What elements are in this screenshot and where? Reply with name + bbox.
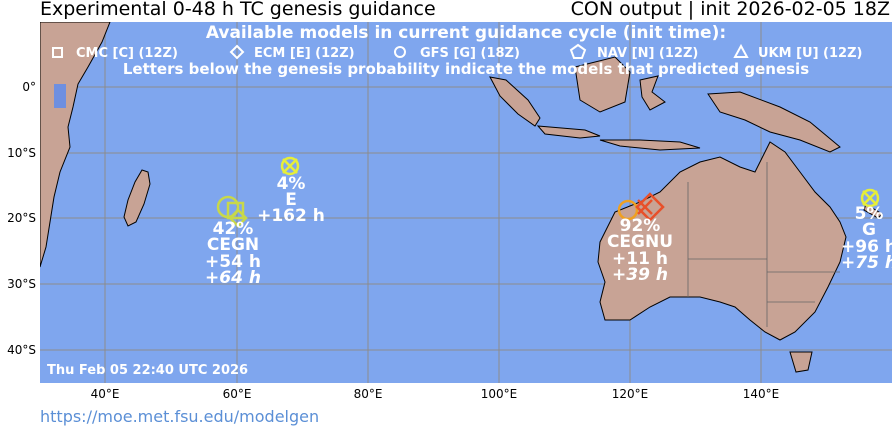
- pentagon-icon: [569, 43, 587, 59]
- legend-gfs: GFS [G] (18Z): [394, 46, 520, 61]
- system-1-markers: [280, 156, 300, 176]
- system-2-time-2: +64 h: [205, 268, 261, 288]
- system-4-markers: [860, 188, 880, 208]
- legend-cmc: CMC [C] (12Z): [52, 46, 178, 61]
- system-3-markers: [617, 192, 665, 222]
- legend-nav: NAV [N] (12Z): [569, 43, 698, 61]
- system-1-probability: 4%: [277, 174, 306, 194]
- australia-landmass: [597, 141, 847, 341]
- triangle-icon: [733, 43, 749, 58]
- map-timestamp: Thu Feb 05 22:40 UTC 2026: [47, 363, 248, 378]
- lon-tick-40e: 40°E: [90, 387, 120, 401]
- sulawesi: [639, 75, 666, 111]
- chart-title: Experimental 0-48 h TC genesis guidance: [40, 0, 436, 20]
- new-guinea: [707, 91, 841, 153]
- system-2-models: CEGN: [207, 235, 259, 255]
- lon-tick-100e: 100°E: [480, 387, 518, 401]
- new-caledonia: [863, 203, 883, 219]
- circle-icon: [394, 46, 406, 58]
- system-3-time-2: +39 h: [612, 265, 668, 285]
- lat-tick-40s: 40°S: [7, 343, 36, 357]
- lake-victoria: [54, 84, 66, 108]
- square-icon: [52, 47, 63, 58]
- source-url-link[interactable]: https://moe.met.fsu.edu/modelgen: [40, 407, 320, 426]
- init-time-label: CON output | init 2026-02-05 18Z: [570, 0, 890, 20]
- lon-tick-120e: 120°E: [611, 387, 649, 401]
- diamond-icon: [229, 44, 245, 60]
- legend-label-gfs: GFS [G] (18Z): [420, 46, 520, 61]
- lat-tick-10s: 10°S: [7, 146, 36, 160]
- legend-title: Available models in current guidance cyc…: [206, 23, 726, 43]
- system-4-time-2: +75 h: [841, 253, 892, 273]
- state-borders: [687, 162, 840, 327]
- system-2-time-1: +54 h: [205, 252, 261, 272]
- system-1-models: E: [285, 190, 297, 210]
- lon-tick-60e: 60°E: [222, 387, 252, 401]
- sumatra: [489, 76, 541, 127]
- system-3-probability: 92%: [620, 216, 661, 236]
- map-panel: Available models in current guidance cyc…: [40, 22, 892, 383]
- system-3-time-1: +11 h: [612, 249, 668, 269]
- legend-label-ukm: UKM [U] (12Z): [758, 46, 862, 61]
- legend-label-cmc: CMC [C] (12Z): [76, 46, 178, 61]
- lon-tick-140e: 140°E: [742, 387, 780, 401]
- lon-tick-80e: 80°E: [353, 387, 383, 401]
- borneo: [574, 56, 631, 113]
- lat-tick-0: 0°: [22, 80, 36, 94]
- system-2-markers: [216, 195, 248, 228]
- system-3-models: CEGNU: [607, 232, 673, 252]
- lat-tick-30s: 30°S: [7, 277, 36, 291]
- tasmania: [789, 351, 813, 373]
- legend-note: Letters below the genesis probability in…: [123, 60, 809, 78]
- madagascar: [123, 169, 151, 227]
- legend-label-ecm: ECM [E] (12Z): [254, 46, 355, 61]
- system-4-time-1: +96 h: [841, 237, 892, 257]
- system-2-probability: 42%: [213, 219, 254, 239]
- lesser-sunda-islands: [599, 139, 701, 151]
- legend-label-nav: NAV [N] (12Z): [597, 46, 698, 61]
- system-4-probability: 5%: [855, 204, 884, 224]
- java: [536, 125, 601, 139]
- system-1-time: +162 h: [257, 206, 325, 226]
- legend-ecm: ECM [E] (12Z): [229, 44, 355, 61]
- system-4-models: G: [862, 220, 876, 240]
- lat-tick-20s: 20°S: [7, 211, 36, 225]
- africa-landmass: [40, 22, 111, 268]
- legend-ukm: UKM [U] (12Z): [733, 43, 862, 61]
